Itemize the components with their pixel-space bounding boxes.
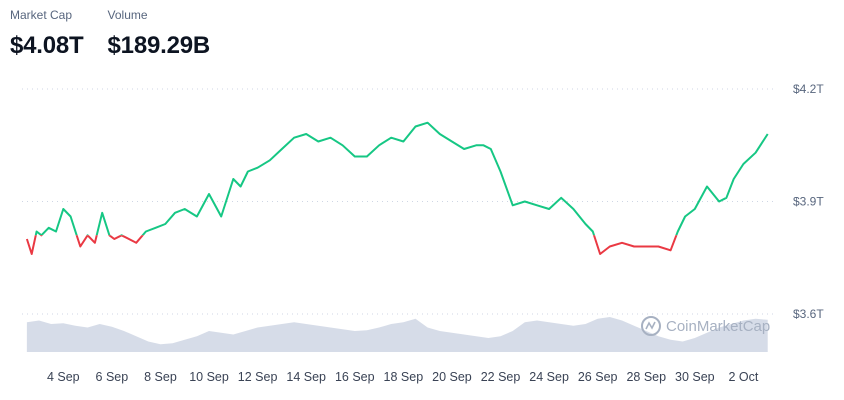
coinmarketcap-logo-mark [645, 321, 656, 330]
price-line-down [25, 235, 678, 255]
x-tick-label: 6 Sep [96, 370, 129, 384]
x-tick-label: 28 Sep [626, 370, 666, 384]
market-cap-stat: Market Cap $4.08T [10, 8, 84, 60]
x-tick-label: 8 Sep [144, 370, 177, 384]
coinmarketcap-logo-icon [641, 316, 661, 336]
volume-area-path [26, 317, 768, 352]
stats-header: Market Cap $4.08T Volume $189.29B [10, 8, 210, 60]
y-tick-label: $3.6T [793, 307, 824, 321]
x-tick-label: 30 Sep [675, 370, 715, 384]
market-cap-value: $4.08T [10, 32, 84, 59]
market-cap-label: Market Cap [10, 8, 73, 22]
y-tick-label: $3.9T [793, 195, 824, 209]
volume-label: Volume [107, 8, 148, 22]
volume-area [26, 317, 768, 352]
watermark: CoinMarketCap [641, 316, 770, 336]
x-tick-label: 16 Sep [335, 370, 375, 384]
y-axis-ticks: $3.6T $3.9T $4.2T [793, 82, 824, 321]
x-tick-label: 4 Sep [47, 370, 80, 384]
watermark-text: CoinMarketCap [666, 318, 770, 335]
x-tick-label: 10 Sep [189, 370, 229, 384]
price-line-up [34, 121, 769, 236]
y-tick-label: $4.2T [793, 82, 824, 96]
x-tick-label: 2 Oct [728, 370, 758, 384]
volume-value: $189.29B [107, 32, 211, 59]
volume-stat: Volume $189.29B [108, 8, 211, 60]
x-tick-label: 26 Sep [578, 370, 618, 384]
x-tick-label: 24 Sep [529, 370, 569, 384]
x-tick-label: 12 Sep [238, 370, 278, 384]
x-tick-label: 18 Sep [384, 370, 424, 384]
x-tick-label: 22 Sep [481, 370, 521, 384]
x-tick-label: 20 Sep [432, 370, 472, 384]
price-line [25, 121, 769, 255]
grid-lines [22, 88, 775, 315]
x-tick-label: 14 Sep [286, 370, 326, 384]
x-axis-ticks: 4 Sep 6 Sep 8 Sep 10 Sep 12 Sep 14 Sep 16 Sep 1… [47, 370, 759, 384]
